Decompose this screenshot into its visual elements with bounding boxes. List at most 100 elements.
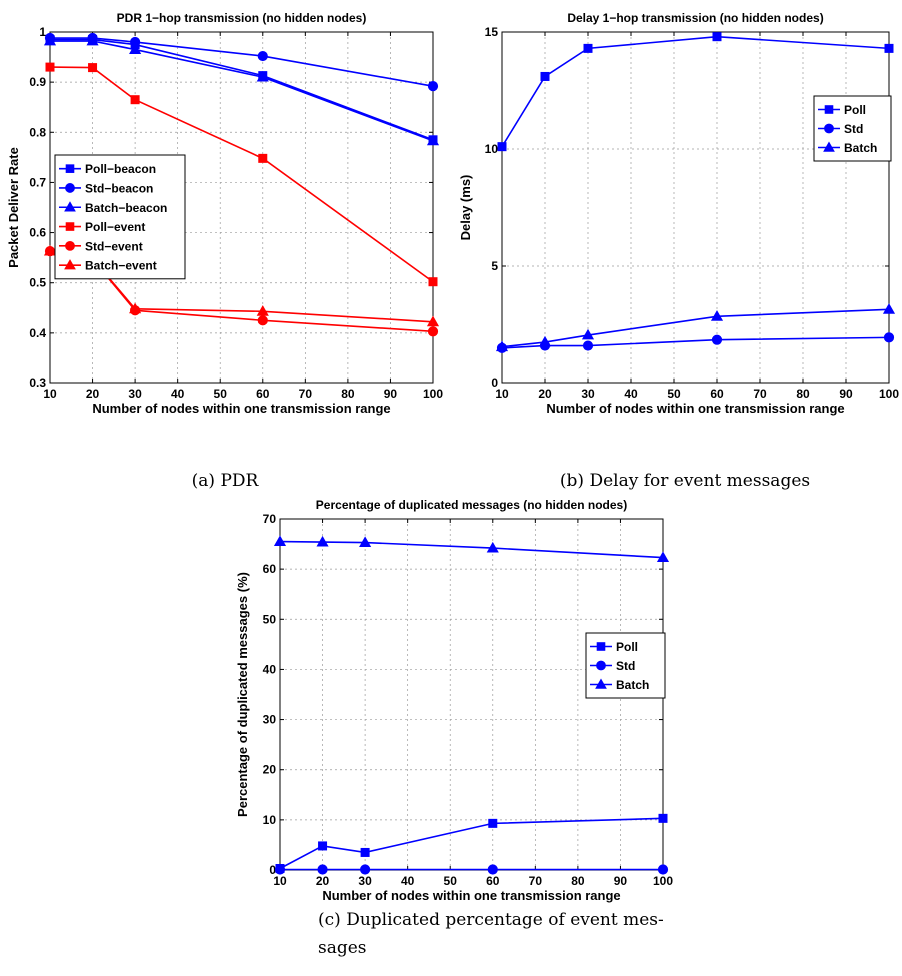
legend-marker xyxy=(824,123,834,134)
x-tick-label: 10 xyxy=(273,874,287,888)
data-point xyxy=(256,305,269,316)
data-point xyxy=(130,95,140,105)
legend-label: Std−beacon xyxy=(85,181,153,195)
data-point xyxy=(538,335,552,347)
x-tick-label: 80 xyxy=(571,874,585,888)
y-tick-label: 0.9 xyxy=(29,75,46,89)
legend-marker xyxy=(596,642,606,651)
x-tick-label: 80 xyxy=(341,387,355,401)
chart-title: Percentage of duplicated messages (no hi… xyxy=(316,498,627,512)
legend-marker xyxy=(65,164,75,173)
data-point xyxy=(129,43,142,54)
caption-c-line2: sages xyxy=(318,938,367,958)
data-point xyxy=(711,334,723,345)
plot-frame xyxy=(49,31,434,384)
x-tick-label: 100 xyxy=(879,387,899,401)
x-tick-label: 10 xyxy=(495,387,509,401)
data-point xyxy=(257,50,268,62)
x-tick-label: 50 xyxy=(667,387,681,401)
x-tick-label: 100 xyxy=(653,874,673,888)
data-point xyxy=(540,71,550,81)
data-point xyxy=(43,244,57,256)
data-point xyxy=(884,43,894,53)
y-tick-label: 15 xyxy=(485,25,499,39)
data-point xyxy=(316,535,329,547)
x-tick-label: 40 xyxy=(401,874,415,888)
legend-label: Batch xyxy=(616,678,649,692)
y-tick-label: 60 xyxy=(263,562,277,576)
data-point xyxy=(710,310,724,321)
data-point xyxy=(712,32,722,42)
data-point xyxy=(426,134,440,146)
legend-label: Std xyxy=(844,122,863,136)
data-point xyxy=(256,70,269,82)
y-tick-label: 50 xyxy=(263,612,277,626)
x-tick-label: 30 xyxy=(358,874,372,888)
legend-label: Poll xyxy=(616,640,638,654)
series-line-1 xyxy=(279,817,664,870)
legend-marker xyxy=(824,105,834,114)
data-point xyxy=(583,43,593,53)
y-axis-label: Percentage of duplicated messages (%) xyxy=(235,572,250,817)
legend-box xyxy=(54,154,186,280)
caption-b: (b) Delay for event messages xyxy=(560,471,810,491)
data-point xyxy=(582,340,594,351)
data-point xyxy=(129,302,142,314)
series-line-3 xyxy=(279,540,664,559)
legend-marker xyxy=(65,183,75,193)
data-point xyxy=(258,153,268,163)
x-tick-label: 10 xyxy=(43,387,57,401)
y-tick-label: 1 xyxy=(39,25,46,39)
legend-label: Batch−beacon xyxy=(85,201,167,215)
data-point xyxy=(883,332,895,343)
x-axis-label: Number of nodes within one transmission … xyxy=(322,888,620,903)
x-tick-label: 50 xyxy=(444,874,458,888)
data-point xyxy=(657,864,669,875)
chart-dup: 10 20 30 40 50 60 70 80 90 100010203040506070Perc… xyxy=(235,498,673,903)
data-point xyxy=(426,315,440,327)
data-point xyxy=(427,326,439,337)
x-tick-label: 70 xyxy=(529,874,543,888)
y-tick-label: 0 xyxy=(269,863,276,877)
x-tick-label: 60 xyxy=(256,387,270,401)
data-point xyxy=(359,536,372,547)
x-tick-label: 70 xyxy=(299,387,313,401)
data-point xyxy=(317,864,328,875)
y-tick-label: 0.5 xyxy=(29,276,46,290)
data-point xyxy=(45,62,55,72)
y-tick-label: 10 xyxy=(263,813,277,827)
x-tick-label: 40 xyxy=(171,387,185,401)
data-point xyxy=(487,864,498,875)
x-tick-label: 60 xyxy=(486,874,500,888)
series-line-1 xyxy=(50,38,434,141)
y-tick-label: 0.4 xyxy=(29,326,46,340)
x-tick-label: 20 xyxy=(86,387,100,401)
legend-label: Batch xyxy=(844,141,877,155)
data-point xyxy=(88,63,98,73)
data-point xyxy=(581,328,595,340)
x-tick-label: 30 xyxy=(128,387,142,401)
x-tick-label: 90 xyxy=(839,387,853,401)
y-tick-label: 0.8 xyxy=(29,125,46,139)
x-tick-label: 70 xyxy=(753,387,767,401)
y-tick-label: 20 xyxy=(263,763,277,777)
data-point xyxy=(882,303,896,314)
legend-marker xyxy=(596,660,606,671)
x-tick-label: 40 xyxy=(624,387,638,401)
y-axis-label: Delay (ms) xyxy=(458,175,473,241)
x-tick-label: 80 xyxy=(796,387,810,401)
x-tick-label: 60 xyxy=(710,387,724,401)
x-axis-label: Number of nodes within one transmission … xyxy=(92,401,390,416)
y-tick-label: 40 xyxy=(263,662,277,676)
x-axis-label: Number of nodes within one transmission … xyxy=(546,401,844,416)
data-point xyxy=(495,340,509,352)
data-point xyxy=(427,81,439,92)
legend-label: Std xyxy=(616,659,635,673)
legend-label: Poll xyxy=(844,103,866,117)
chart-delay: 10 20 30 40 50 60 70 80 90 100 0 5 10 15 Delay 1−hop t… xyxy=(458,11,899,416)
data-point xyxy=(488,818,498,828)
data-point xyxy=(86,34,99,46)
y-tick-label: 0.7 xyxy=(29,175,46,189)
x-tick-label: 100 xyxy=(423,387,443,401)
legend-marker xyxy=(65,222,75,231)
